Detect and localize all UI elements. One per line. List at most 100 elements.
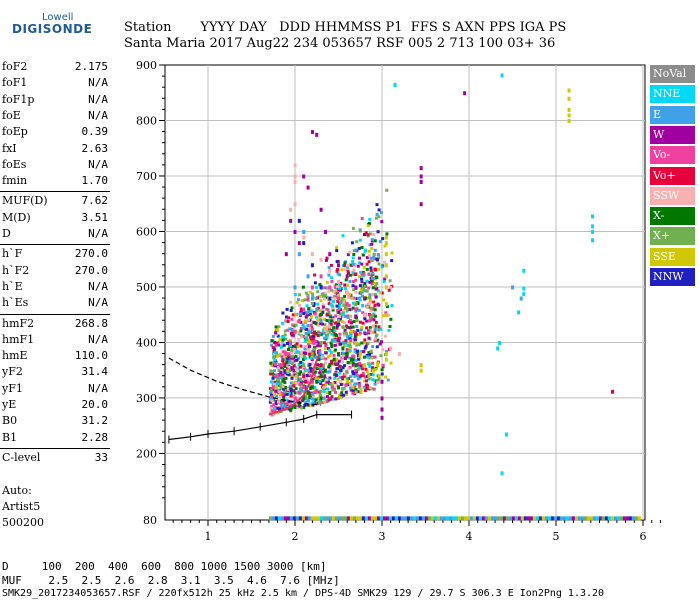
series-point-nne <box>591 224 595 229</box>
echo-dot <box>375 212 379 216</box>
echo-dot <box>348 344 352 348</box>
echo-dot <box>293 391 297 395</box>
echo-dot <box>350 321 353 324</box>
echo-dot <box>310 337 313 341</box>
echo-dot <box>371 373 375 377</box>
echo-dot <box>325 319 329 322</box>
echo-dot <box>380 220 384 224</box>
echo-dot <box>368 326 372 330</box>
echo-dot <box>382 298 386 302</box>
echo-dot <box>277 325 281 329</box>
echo-dot <box>291 354 295 358</box>
echo-dot <box>330 263 333 267</box>
bottom-band-dot <box>295 516 299 521</box>
echo-dot <box>383 277 387 281</box>
echo-dot <box>343 344 347 348</box>
echo-dot <box>364 344 368 348</box>
echo-dot <box>356 328 360 332</box>
echo-dot <box>316 306 320 310</box>
echo-dot <box>304 345 308 349</box>
echo-dot <box>349 374 353 378</box>
echo-dot <box>364 367 368 371</box>
echo-dot <box>274 331 278 335</box>
echo-dot <box>332 290 336 293</box>
echo-dot <box>295 382 299 386</box>
echo-dot <box>329 351 333 354</box>
echo-dot <box>330 343 334 347</box>
param-value: 31.4 <box>81 365 109 379</box>
echo-dot <box>377 303 381 307</box>
echo-dot <box>331 388 335 392</box>
echo-dot <box>288 327 292 331</box>
echo-dot <box>293 344 297 348</box>
echo-dot <box>362 265 366 269</box>
bottom-band-dot <box>568 516 572 521</box>
bottom-band-dot <box>505 516 509 521</box>
echo-dot <box>337 311 341 314</box>
echo-dot <box>375 282 379 286</box>
param-name: foE <box>2 108 21 122</box>
series-point-sse <box>384 252 388 257</box>
echo-dot <box>344 390 348 394</box>
echo-dot <box>302 354 306 358</box>
echo-dot <box>310 397 314 401</box>
echo-dot <box>348 336 352 340</box>
echo-dot <box>386 378 390 382</box>
series-point-w <box>419 202 423 207</box>
param-mufd: MUF(D) 7.62 <box>2 194 108 210</box>
echo-dot <box>335 269 339 273</box>
echo-dot <box>342 300 346 304</box>
series-point-ssw <box>337 279 340 284</box>
bottom-band-dot <box>454 516 458 521</box>
series-point-ssw <box>345 291 349 295</box>
echo-dot <box>295 358 299 362</box>
echo-dot <box>300 335 304 339</box>
echo-dot <box>336 299 340 303</box>
bottom-band-dot <box>529 516 533 521</box>
echo-dot <box>289 391 293 395</box>
echo-dot <box>298 387 302 391</box>
echo-dot <box>376 378 380 382</box>
series-point-vo- <box>293 329 297 334</box>
echo-dot <box>341 351 345 355</box>
echo-dot <box>329 382 333 386</box>
echo-dot <box>294 313 298 317</box>
echo-dot <box>328 353 332 357</box>
echo-dot <box>277 400 280 404</box>
echo-dot <box>335 384 339 388</box>
bottom-band-dot <box>358 516 362 521</box>
bottom-band-dot <box>616 516 620 521</box>
series-point-w <box>380 379 384 384</box>
echo-dot <box>290 317 294 321</box>
bottom-band-dot <box>307 516 311 521</box>
echo-dot <box>357 364 361 368</box>
echo-dot <box>352 383 356 387</box>
echo-dot <box>313 353 317 357</box>
echo-dot <box>356 367 360 371</box>
series-point-w <box>463 91 467 96</box>
echo-dot <box>349 386 352 390</box>
echo-dot <box>375 203 379 207</box>
echo-dot <box>273 374 277 378</box>
series-point-vo- <box>297 390 301 395</box>
echo-dot <box>385 232 389 236</box>
series-point-sse <box>350 329 354 334</box>
bottom-band-dot <box>610 516 614 521</box>
bottom-band-dot <box>487 516 491 521</box>
echo-dot <box>360 217 364 221</box>
echo-dot <box>277 369 281 372</box>
echo-dot <box>345 393 348 396</box>
echo-dot <box>377 289 380 293</box>
echo-dot <box>332 300 335 303</box>
echo-dot <box>306 318 310 322</box>
echo-dot <box>308 352 312 356</box>
echo-dot <box>359 288 363 292</box>
bottom-band-dot <box>340 516 344 521</box>
echo-dot <box>281 338 285 342</box>
echo-dot <box>303 319 307 323</box>
series-point-sse <box>367 374 371 379</box>
echo-dot <box>289 309 293 312</box>
bottom-band-dot <box>310 516 314 521</box>
echo-dot <box>330 306 334 310</box>
echo-dot <box>332 331 336 335</box>
